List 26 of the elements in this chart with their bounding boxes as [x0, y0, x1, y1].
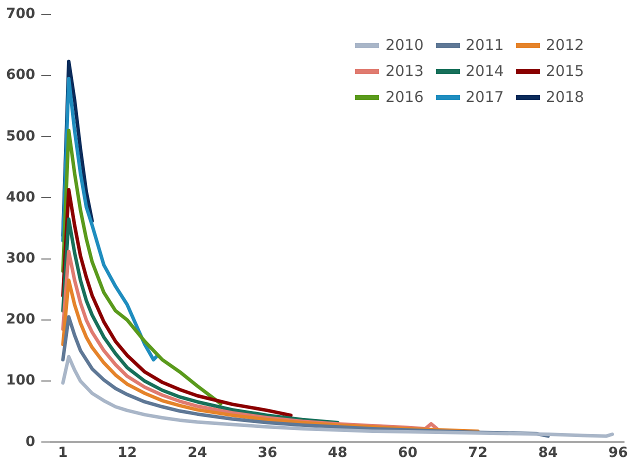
y-tick-label: 700	[6, 6, 36, 22]
x-tick-label: 12	[117, 445, 137, 462]
legend-label: 2018	[546, 88, 584, 106]
legend-label: 2010	[385, 36, 424, 54]
y-tick-label: 600	[6, 67, 36, 84]
legend-label: 2015	[546, 62, 584, 80]
x-tick-label: 1	[58, 445, 68, 462]
x-tick-label: 36	[258, 445, 278, 462]
x-tick-label: 48	[328, 445, 348, 462]
x-tick-label: 72	[468, 445, 488, 462]
legend-label: 2012	[546, 36, 584, 54]
x-tick-label: 96	[608, 445, 628, 462]
x-tick-label: 84	[538, 445, 558, 462]
legend-label: 2011	[466, 36, 504, 54]
y-tick-label: 400	[6, 189, 36, 206]
y-tick-label: 100	[6, 372, 36, 389]
legend-label: 2013	[385, 62, 424, 80]
y-tick-label: 0	[25, 434, 36, 450]
x-tick-label: 60	[398, 445, 418, 462]
x-tick-label: 24	[188, 445, 208, 462]
y-tick-label: 300	[6, 250, 36, 266]
legend-label: 2017	[466, 88, 504, 106]
legend-label: 2016	[385, 88, 424, 106]
y-tick-label: 200	[6, 312, 36, 328]
y-tick-label: 500	[6, 128, 36, 144]
legend-label: 2014	[466, 62, 504, 80]
